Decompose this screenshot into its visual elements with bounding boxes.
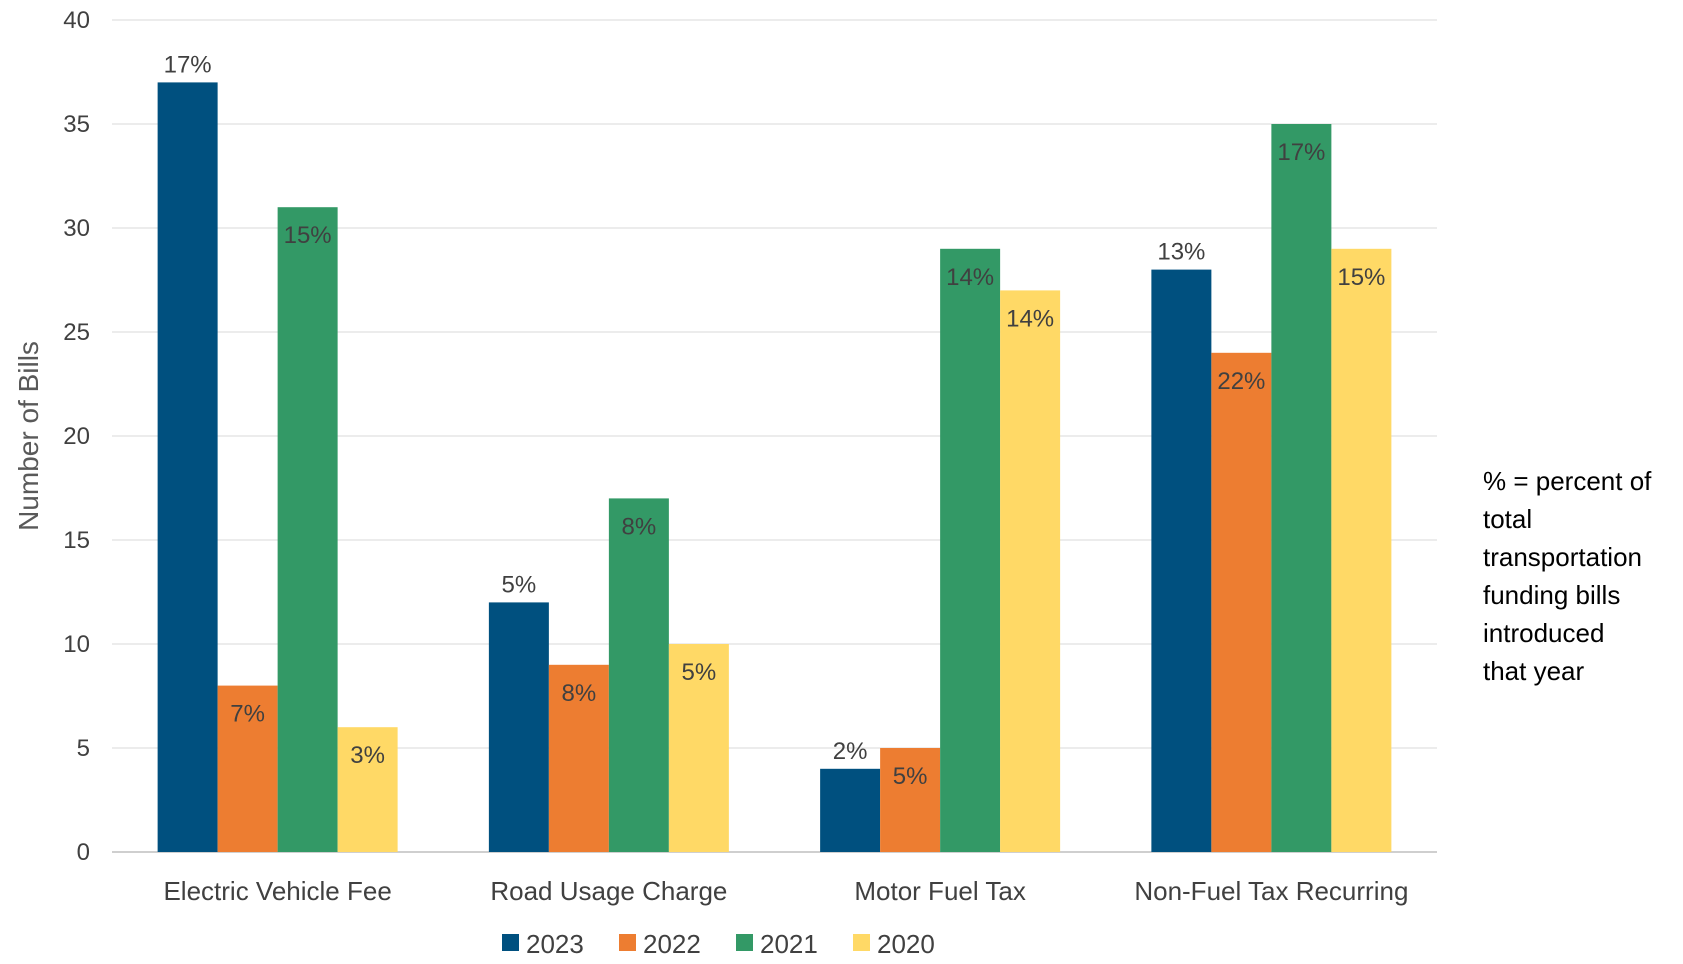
x-axis-categories: Electric Vehicle Fee Road Usage Charge Mot… [163,876,1408,906]
legend-entry: 2023 [526,929,584,959]
y-tick-label: 25 [63,319,90,346]
data-label: 14% [946,264,994,291]
y-tick-label: 20 [63,423,90,450]
bar-2023 [1151,269,1212,853]
data-label: 8% [562,680,597,707]
legend-swatch [736,934,753,951]
data-label: 15% [1337,264,1385,291]
data-label: 22% [1217,368,1265,395]
note-line: that year [1483,656,1585,686]
note-line: transportation [1483,542,1642,572]
percent-note: % = percent of total transportation fund… [1483,462,1678,690]
bar-2020 [337,727,398,852]
note-line: funding bills [1483,580,1621,610]
y-tick-label: 10 [63,631,90,658]
data-label: 8% [622,513,657,540]
y-tick-label: 35 [63,111,90,138]
bar-2021 [940,248,1001,853]
data-label: 17% [1277,139,1325,166]
x-category-label: Non-Fuel Tax Recurring [1134,876,1408,906]
note-line: % = percent of [1483,466,1652,496]
y-tick-label: 15 [63,527,90,554]
legend-swatch [853,934,870,951]
y-tick-label: 40 [63,7,90,34]
bar-2021 [608,498,669,852]
bar-2022 [548,664,609,852]
data-label: 7% [230,701,265,728]
bar-2023 [488,602,549,852]
data-label: 5% [682,659,717,686]
y-tick-label: 5 [77,735,90,762]
data-label: 17% [164,51,212,78]
bar-2023 [820,768,881,852]
bar-2022 [1211,352,1272,852]
data-label: 2% [833,738,868,765]
y-tick-label: 30 [63,215,90,242]
note-line: total [1483,504,1533,534]
note-line: introduced [1483,618,1605,648]
bar-2020 [668,644,729,852]
bar-2021 [1271,124,1332,852]
bars [157,82,1392,853]
x-category-label: Road Usage Charge [490,876,727,906]
x-category-label: Electric Vehicle Fee [163,876,391,906]
data-label: 14% [1006,305,1054,332]
y-tick-label: 0 [77,839,90,866]
legend-entry: 2020 [877,929,935,959]
legend: 2023 2022 2021 2020 [502,929,935,959]
data-label: 5% [502,571,537,598]
bar-2022 [880,748,941,852]
bar-2022 [217,685,278,852]
bar-2020 [1331,248,1392,853]
data-labels: 17% 7% 15% 3% 5% 8% 8% 5% 2% 5% 14% 14% 13% 22% 17% 15% [164,51,1386,790]
bar-2023 [157,82,218,852]
legend-swatch [619,934,636,951]
data-label: 5% [893,763,928,790]
legend-entry: 2022 [643,929,701,959]
bar-2020 [1000,290,1061,852]
data-label: 3% [350,742,385,769]
data-label: 13% [1157,239,1205,266]
legend-entry: 2021 [760,929,818,959]
x-category-label: Motor Fuel Tax [854,876,1025,906]
y-axis-ticks: 0 5 10 15 20 25 30 35 40 [63,7,90,866]
data-label: 15% [284,222,332,249]
bar-2021 [277,207,338,852]
y-axis-label: Number of Bills [13,341,44,531]
legend-swatch [502,934,519,951]
